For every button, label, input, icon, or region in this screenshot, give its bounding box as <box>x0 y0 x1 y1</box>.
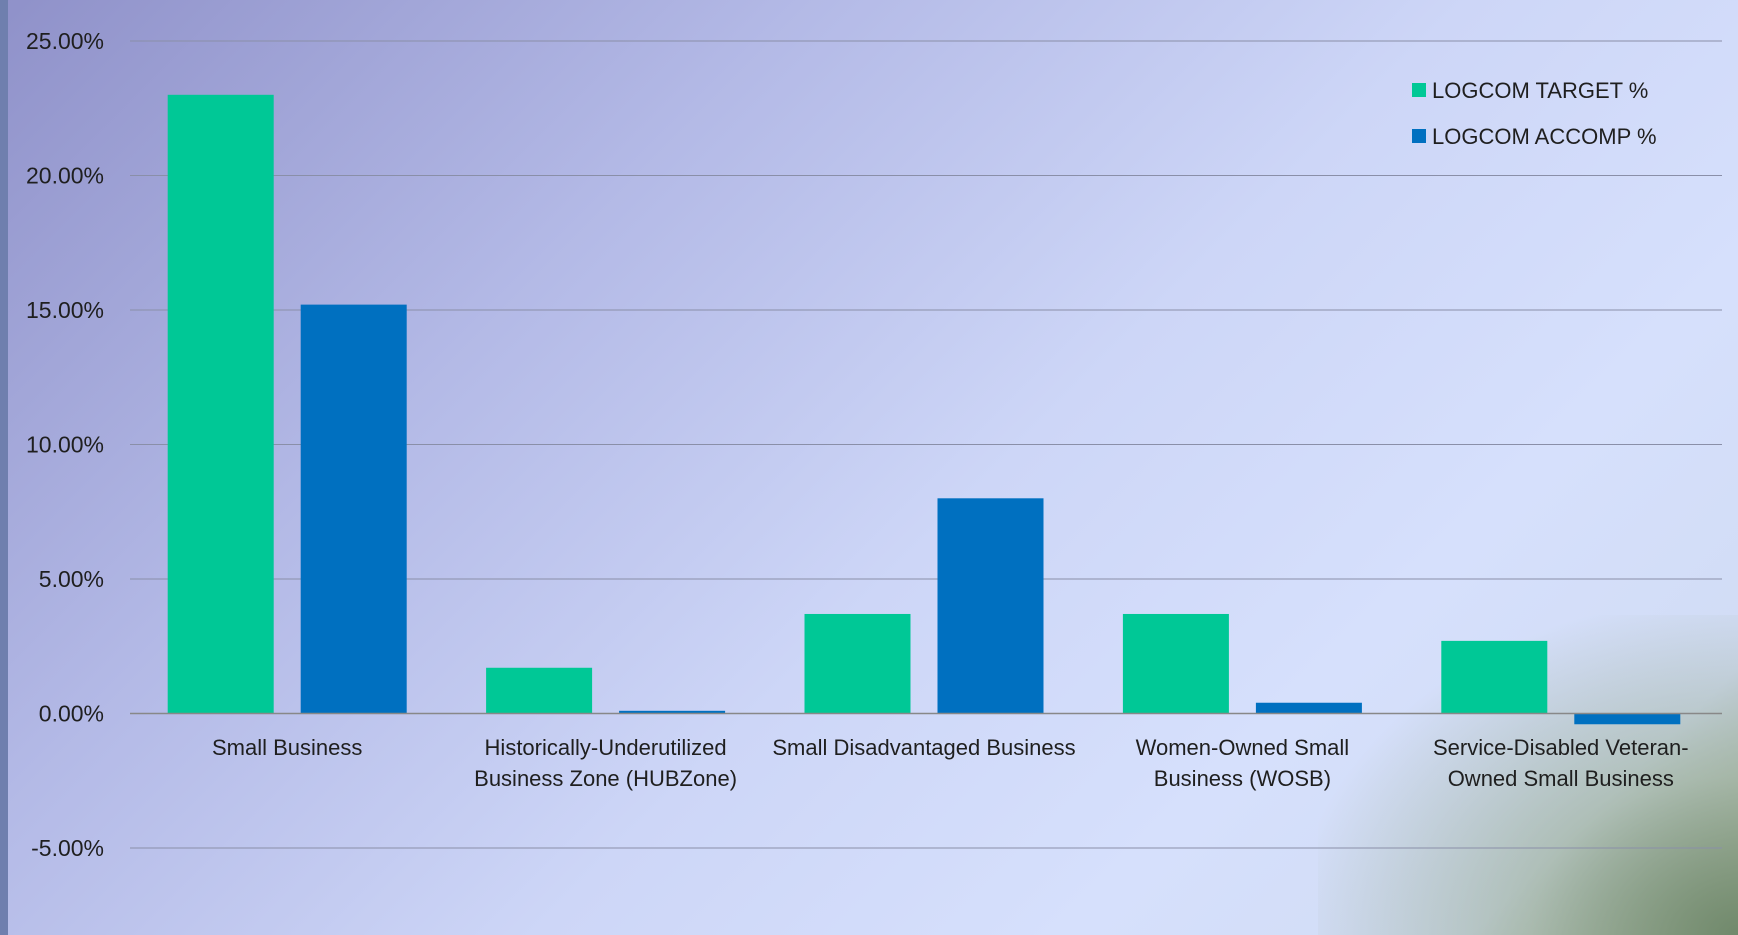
x-category-label: Owned Small Business <box>1448 766 1674 791</box>
bar <box>486 667 593 714</box>
bar <box>937 498 1044 714</box>
y-axis-ticks: 25.00% 20.00% 15.00% 10.00% 5.00% 0.00% -5.00% <box>26 28 104 861</box>
x-category-label: Business (WOSB) <box>1154 766 1331 791</box>
bar <box>619 710 726 714</box>
bar <box>300 304 407 714</box>
bar <box>167 94 274 714</box>
x-category-label: Service-Disabled Veteran- <box>1433 735 1689 760</box>
bar <box>1441 640 1548 714</box>
bars <box>167 94 1681 725</box>
x-category-label: Small Disadvantaged Business <box>772 735 1075 760</box>
x-category-label: Small Business <box>212 735 362 760</box>
x-category-label: Historically-Underutilized <box>485 735 727 760</box>
y-tick-label: 10.00% <box>26 432 104 458</box>
legend-label: LOGCOM ACCOMP % <box>1432 124 1657 149</box>
legend-swatch <box>1412 83 1426 97</box>
y-tick-label: 0.00% <box>39 701 104 727</box>
y-tick-label: 15.00% <box>26 297 104 323</box>
legend-swatch <box>1412 129 1426 143</box>
bar <box>1255 702 1362 714</box>
x-axis-categories: Small Business Historically-Underutilized… <box>212 735 1689 791</box>
bar <box>1574 713 1681 725</box>
x-category-label: Women-Owned Small <box>1136 735 1350 760</box>
legend-label: LOGCOM TARGET % <box>1432 78 1648 103</box>
bar <box>804 613 911 714</box>
y-tick-label: 25.00% <box>26 28 104 54</box>
y-tick-label: 20.00% <box>26 163 104 189</box>
x-category-label: Business Zone (HUBZone) <box>474 766 737 791</box>
bar <box>1122 613 1229 714</box>
y-tick-label: -5.00% <box>31 835 104 861</box>
y-tick-label: 5.00% <box>39 566 104 592</box>
legend: LOGCOM TARGET % LOGCOM ACCOMP % <box>1412 78 1657 149</box>
